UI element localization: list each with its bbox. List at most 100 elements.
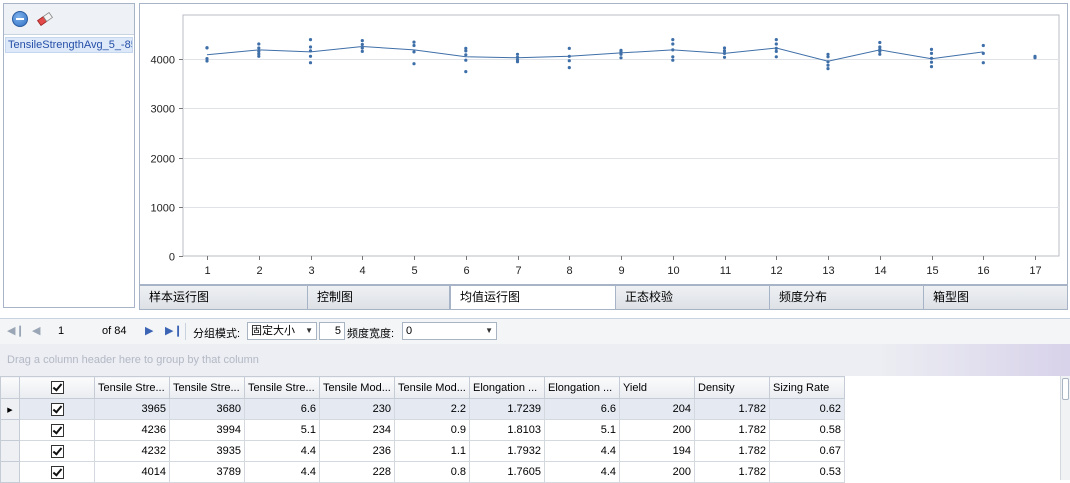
next-page-icon[interactable]: ▶ <box>145 325 154 337</box>
table-cell[interactable]: 200 <box>619 461 695 483</box>
column-header[interactable]: Elongation ... <box>544 376 620 399</box>
table-cell[interactable]: 5.1 <box>244 419 320 441</box>
table-cell[interactable]: 1.7932 <box>469 440 545 462</box>
table-cell[interactable]: 1.7239 <box>469 398 545 420</box>
row-select-cell[interactable] <box>19 398 95 420</box>
column-header[interactable]: Elongation ... <box>469 376 545 399</box>
checkbox-icon[interactable] <box>50 444 64 458</box>
tab-box-plot[interactable]: 箱型图 <box>924 286 1067 309</box>
table-cell[interactable]: 228 <box>319 461 395 483</box>
tab-control-chart[interactable]: 控制图 <box>308 286 450 309</box>
row-select-cell[interactable] <box>19 461 95 483</box>
last-page-icon[interactable]: ▶❙ <box>165 325 183 337</box>
column-header[interactable]: Tensile Stre... <box>244 376 320 399</box>
table-cell[interactable]: 6.6 <box>244 398 320 420</box>
checkbox-icon[interactable] <box>50 423 64 437</box>
table-cell[interactable]: 230 <box>319 398 395 420</box>
table-row[interactable]: 4236 3994 5.1 234 0.9 1.8103 5.1 200 1.782 0.58 <box>0 419 845 441</box>
chevron-down-icon: ▼ <box>485 326 493 335</box>
grid-vertical-scrollbar[interactable] <box>1060 376 1070 480</box>
table-cell[interactable]: 1.8103 <box>469 419 545 441</box>
table-cell[interactable]: 1.782 <box>694 440 770 462</box>
table-cell[interactable]: 6.6 <box>544 398 620 420</box>
table-cell[interactable]: 3789 <box>169 461 245 483</box>
table-cell[interactable]: 4014 <box>94 461 170 483</box>
table-cell[interactable]: 1.782 <box>694 419 770 441</box>
row-select-cell[interactable] <box>19 419 95 441</box>
pager-toolbar: ◀❙ ◀ 1 of 84 ▶ ▶❙ 分组模式: 固定大小 ▼ 5 频度宽度: 0… <box>0 318 1070 344</box>
table-cell[interactable]: 194 <box>619 440 695 462</box>
table-cell[interactable]: 204 <box>619 398 695 420</box>
group-size-input[interactable]: 5 <box>319 322 345 340</box>
table-cell[interactable]: 0.62 <box>769 398 845 420</box>
table-cell[interactable]: 4.4 <box>244 440 320 462</box>
column-header[interactable]: Yield <box>619 376 695 399</box>
column-header[interactable]: Sizing Rate <box>769 376 845 399</box>
table-cell[interactable]: 234 <box>319 419 395 441</box>
row-indicator[interactable] <box>0 440 20 462</box>
row-select-cell[interactable] <box>19 440 95 462</box>
row-indicator[interactable]: ▶ <box>0 398 20 420</box>
table-cell[interactable]: 4.4 <box>244 461 320 483</box>
checkbox-icon[interactable] <box>50 381 64 394</box>
table-cell[interactable]: 3680 <box>169 398 245 420</box>
table-cell[interactable]: 1.782 <box>694 398 770 420</box>
table-cell[interactable]: 0.58 <box>769 419 845 441</box>
series-toolbar <box>4 4 134 35</box>
sample-point <box>567 66 571 70</box>
scrollbar-thumb[interactable] <box>1062 378 1069 400</box>
sample-point <box>722 55 727 59</box>
tab-normality-check[interactable]: 正态校验 <box>616 286 770 309</box>
table-cell[interactable]: 4232 <box>94 440 170 462</box>
column-header[interactable]: Tensile Stre... <box>94 376 170 399</box>
first-page-icon[interactable]: ◀❙ <box>7 325 25 337</box>
table-cell[interactable]: 3935 <box>169 440 245 462</box>
checkbox-icon[interactable] <box>50 465 64 479</box>
column-header[interactable]: Tensile Mod... <box>319 376 395 399</box>
series-list-item[interactable]: TensileStrengthAvg_5_-85 <box>5 37 133 53</box>
sample-point <box>774 46 778 51</box>
table-cell[interactable]: 0.8 <box>394 461 470 483</box>
sample-point <box>826 52 830 56</box>
eraser-icon[interactable] <box>36 11 54 27</box>
table-cell[interactable]: 0.67 <box>769 440 845 462</box>
group-mode-label: 分组模式: <box>193 328 241 340</box>
table-cell[interactable]: 5.1 <box>544 419 620 441</box>
tab-frequency-distribution[interactable]: 频度分布 <box>770 286 924 309</box>
column-header[interactable]: Density <box>694 376 770 399</box>
table-cell[interactable]: 2.2 <box>394 398 470 420</box>
sample-point <box>464 46 468 51</box>
table-cell[interactable]: 1.7605 <box>469 461 545 483</box>
table-cell[interactable]: 0.53 <box>769 461 845 483</box>
table-cell[interactable]: 236 <box>319 440 395 462</box>
column-header[interactable]: Tensile Mod... <box>394 376 470 399</box>
table-cell[interactable]: 4236 <box>94 419 170 441</box>
tab-sample-run[interactable]: 样本运行图 <box>140 286 308 309</box>
table-cell[interactable]: 4.4 <box>544 440 620 462</box>
freq-width-select[interactable]: 0 ▼ <box>402 322 497 340</box>
sample-point <box>308 54 313 58</box>
prev-page-icon[interactable]: ◀ <box>32 325 41 337</box>
table-cell[interactable]: 1.782 <box>694 461 770 483</box>
group-by-panel[interactable]: Drag a column header here to group by th… <box>0 344 1070 376</box>
table-cell[interactable]: 200 <box>619 419 695 441</box>
remove-series-icon[interactable] <box>12 11 28 27</box>
row-indicator[interactable] <box>0 461 20 483</box>
select-all-header[interactable] <box>19 376 95 399</box>
row-indicator[interactable] <box>0 419 20 441</box>
table-row[interactable]: ▶ 3965 3680 6.6 230 2.2 1.7239 6.6 204 1.782 0.62 <box>0 398 845 420</box>
column-header[interactable]: Tensile Stre... <box>169 376 245 399</box>
table-cell[interactable]: 3965 <box>94 398 170 420</box>
table-row[interactable]: 4232 3935 4.4 236 1.1 1.7932 4.4 194 1.782 0.67 <box>0 440 845 462</box>
tab-mean-run[interactable]: 均值运行图 <box>450 285 616 310</box>
checkbox-icon[interactable] <box>50 402 64 416</box>
table-cell[interactable]: 0.9 <box>394 419 470 441</box>
table-cell[interactable]: 4.4 <box>544 461 620 483</box>
table-cell[interactable]: 1.1 <box>394 440 470 462</box>
table-cell[interactable]: 3994 <box>169 419 245 441</box>
sample-point <box>412 50 416 54</box>
sample-point <box>205 59 209 63</box>
page-number-input[interactable]: 1 <box>58 325 65 337</box>
table-row[interactable]: 4014 3789 4.4 228 0.8 1.7605 4.4 200 1.782 0.53 <box>0 461 845 483</box>
group-mode-select[interactable]: 固定大小 ▼ <box>247 322 317 340</box>
